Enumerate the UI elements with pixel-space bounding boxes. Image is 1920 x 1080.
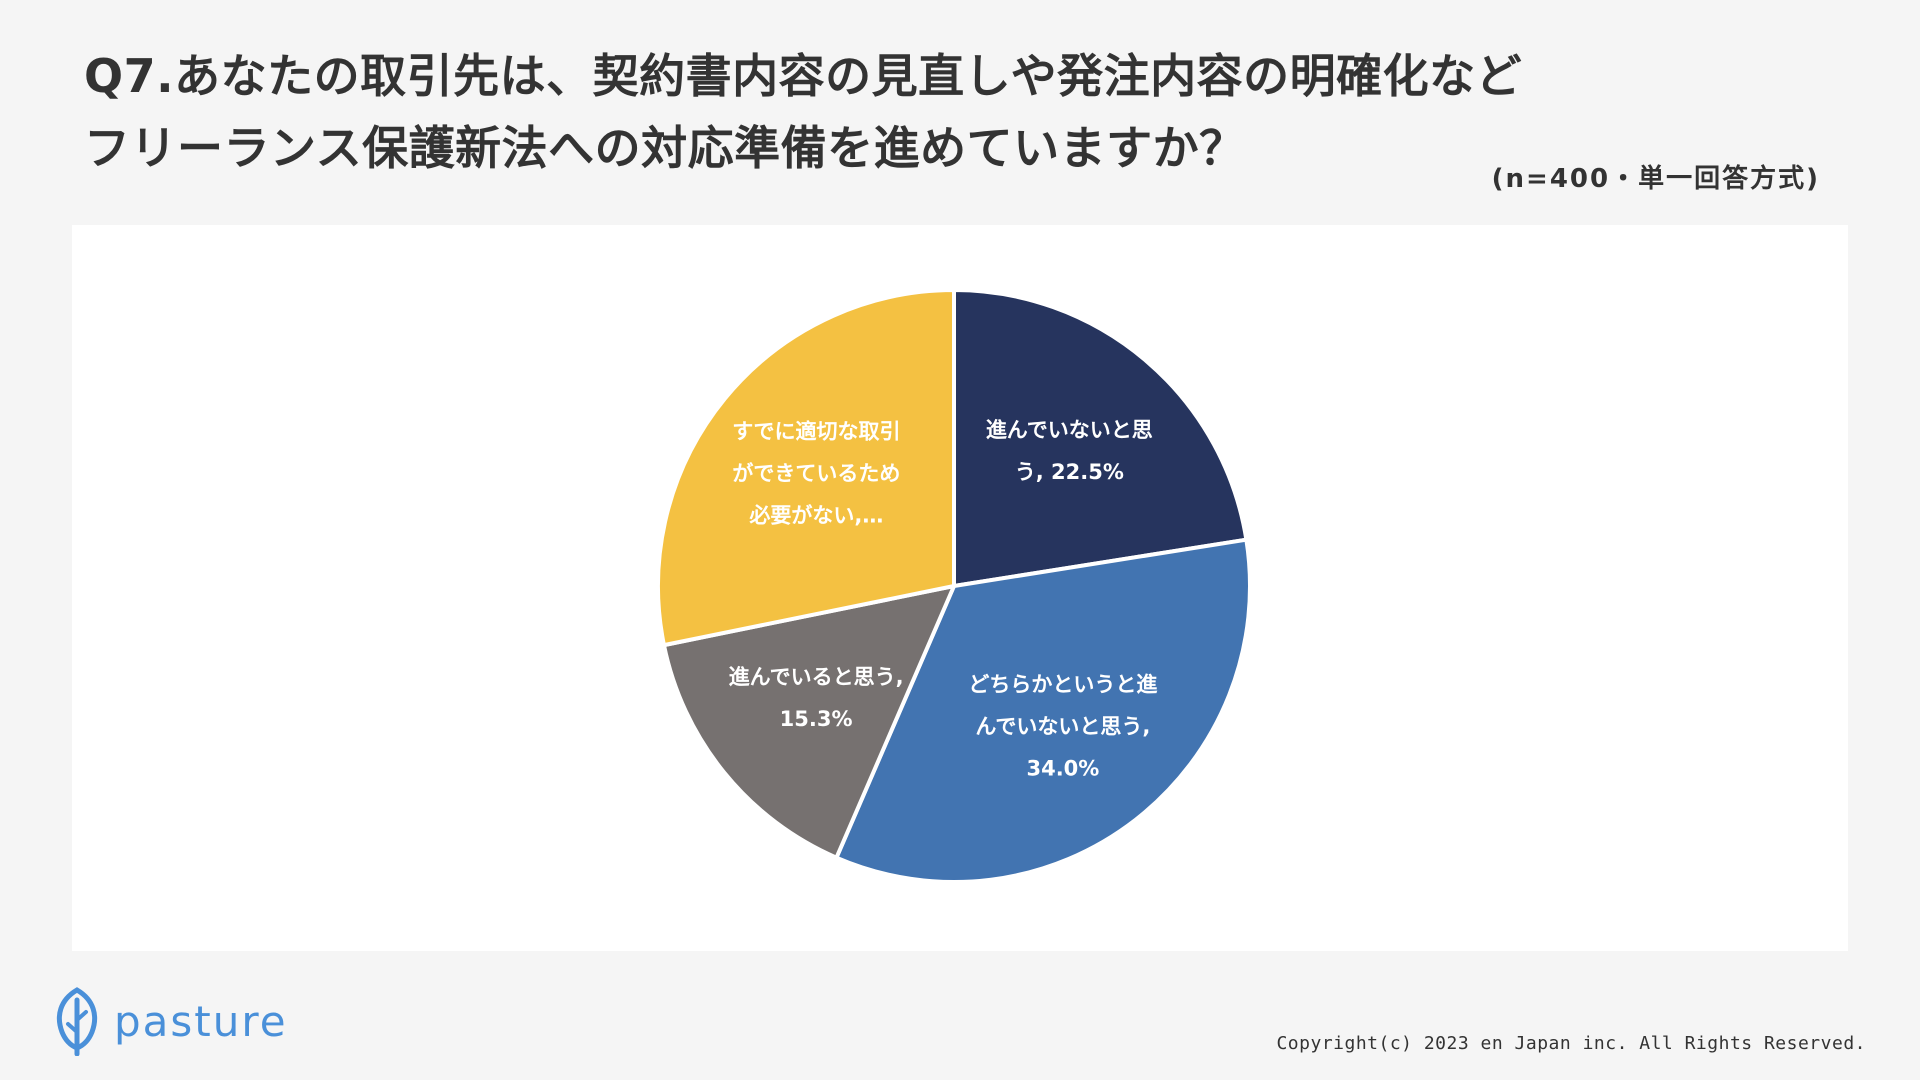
slice-label-3-line-1: ができているため: [732, 462, 900, 486]
pie-slice-0: [952, 288, 1249, 588]
chart-title: Q7.あなたの取引先は、契約書内容の見直しや発注内容の明確化など フリーランス保…: [84, 40, 1522, 184]
title-line-1: Q7.あなたの取引先は、契約書内容の見直しや発注内容の明確化など: [84, 49, 1523, 103]
pasture-logo: pasture: [52, 985, 288, 1057]
pie-chart: 進んでいないと思う, 22.5% どちらかというと進んでいないと思う, 34.0% 進…: [656, 288, 1252, 884]
slice-label-1: どちらかというと進んでいないと思う, 34.0%: [968, 672, 1157, 780]
slice-label-1-line-1: んでいないと思う,: [975, 714, 1150, 738]
sample-note: (n=400・単一回答方式): [1491, 164, 1820, 194]
pie-slice-3: [656, 288, 956, 648]
pie-slice-2: [661, 584, 956, 860]
pie-slice-1: [834, 537, 1252, 884]
slice-label-2-line-0: 進んでいると思う,: [729, 665, 904, 689]
slice-label-0-line-1: う, 22.5%: [1015, 460, 1124, 484]
slice-label-3-line-2: 必要がない,…: [749, 504, 883, 528]
slice-label-3: すでに適切な取引ができているため必要がない,…: [732, 420, 900, 528]
slice-label-1-line-0: どちらかというと進: [968, 672, 1157, 696]
slice-label-2-line-1: 15.3%: [780, 707, 853, 731]
copyright-text: Copyright(c) 2023 en Japan inc. All Righ…: [1276, 1033, 1866, 1054]
chart-panel: 進んでいないと思う, 22.5% どちらかというと進んでいないと思う, 34.0% 進…: [72, 225, 1848, 951]
title-line-2: フリーランス保護新法への対応準備を進めていますか？: [84, 121, 1246, 175]
logo-text: pasture: [114, 996, 288, 1046]
slice-label-0-line-0: 進んでいないと思: [986, 418, 1153, 442]
slice-label-1-line-2: 34.0%: [1026, 756, 1099, 780]
slice-label-0: 進んでいないと思う, 22.5%: [986, 418, 1153, 484]
slice-label-2: 進んでいると思う, 15.3%: [729, 665, 904, 731]
slice-label-3-line-0: すでに適切な取引: [732, 420, 900, 444]
leaf-icon: [56, 987, 98, 1056]
